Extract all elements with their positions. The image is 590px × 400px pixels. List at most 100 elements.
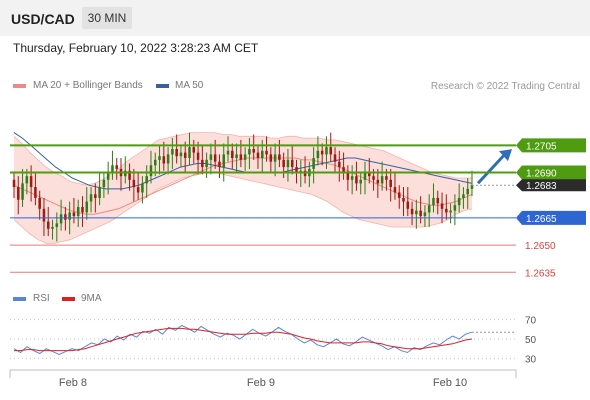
candle-body	[350, 176, 354, 180]
candle-body	[64, 214, 67, 220]
timeframe-button[interactable]: 30 MIN	[82, 7, 132, 29]
candle-body	[252, 148, 255, 153]
rsi-legend-swatch	[13, 297, 26, 301]
candle-body	[59, 214, 63, 224]
candle-body	[342, 167, 345, 173]
candle-body	[359, 179, 362, 184]
candle-body	[196, 152, 200, 160]
rsi-9ma-line	[14, 327, 473, 352]
datetime-label: Thursday, February 10, 2022 3:28:23 AM C…	[13, 41, 259, 55]
candle-body	[419, 210, 422, 217]
candle-body	[449, 210, 452, 213]
candle-body	[17, 187, 20, 200]
candle-body	[385, 176, 388, 180]
candle-body	[46, 221, 50, 229]
candle-body	[235, 154, 238, 159]
candle-body	[38, 197, 41, 209]
time-tick-Feb-9: Feb 9	[247, 377, 275, 389]
candle-body	[410, 208, 414, 215]
bollinger-band-fill	[14, 132, 472, 244]
candle-body	[256, 152, 260, 159]
candle-body	[248, 148, 251, 155]
candle-body	[132, 179, 136, 188]
candle-body	[338, 161, 341, 168]
candle-body	[222, 154, 226, 168]
level-tag-1.2705	[516, 138, 586, 153]
candle-body	[269, 154, 273, 162]
ma9-legend-swatch	[62, 297, 75, 301]
time-axis: Feb 8 Feb 9 Feb 10	[9, 369, 517, 389]
candle-body	[81, 207, 84, 213]
candle-body	[290, 159, 294, 168]
candle-body	[55, 223, 59, 227]
candle-body	[265, 150, 268, 155]
candle-body	[389, 179, 392, 188]
candle-body	[278, 154, 281, 160]
candle-body	[367, 172, 371, 177]
candle-body	[355, 176, 358, 184]
bollinger-legend-swatch	[13, 84, 26, 88]
candle-body	[282, 159, 285, 168]
ma50-legend-swatch	[156, 84, 169, 88]
candle-body	[128, 170, 131, 180]
level-label-1.2705: 1.2705	[526, 141, 557, 152]
candle-body	[141, 183, 144, 193]
candle-body	[76, 207, 80, 217]
candle-body	[427, 205, 431, 213]
candle-body	[21, 183, 24, 200]
rsi-tick-70: 70	[525, 316, 537, 327]
rsi-legend-label: RSI	[33, 293, 50, 304]
candle-body	[89, 194, 93, 202]
candle-body	[218, 161, 221, 168]
candle-body	[29, 176, 33, 188]
candle-body	[213, 154, 217, 162]
candle-body	[231, 150, 234, 159]
candle-body	[243, 154, 247, 160]
candle-body	[457, 197, 461, 206]
candle-body	[333, 154, 337, 162]
forecast-arrow-shaft	[476, 152, 508, 185]
candle-body	[136, 187, 140, 193]
candle-body	[415, 210, 418, 215]
candle-body	[98, 187, 101, 198]
candle-body	[34, 187, 37, 198]
candle-body	[85, 201, 89, 213]
header-bar: USD/CAD 30 MIN	[0, 0, 590, 36]
candle-body	[102, 179, 106, 188]
candle-body	[68, 212, 71, 220]
candle-body	[115, 165, 119, 169]
level-tag-1.2665	[516, 210, 586, 225]
candle-body	[94, 194, 97, 198]
candle-body	[192, 147, 196, 153]
candle-body	[149, 165, 153, 177]
candle-body	[432, 197, 435, 206]
rsi-line	[13, 324, 473, 356]
credit-label: Research © 2022 Trading Central	[430, 81, 580, 92]
candle-body	[325, 147, 328, 155]
symbol-label: USD/CAD	[11, 11, 75, 27]
rsi-panel: 70 50 30	[10, 316, 537, 365]
candle-body	[295, 167, 298, 173]
candle-body	[406, 201, 410, 209]
candle-body	[158, 156, 161, 160]
candle-body	[42, 208, 46, 222]
candle-body	[393, 187, 397, 193]
candle-body	[106, 172, 110, 180]
candle-body	[153, 159, 157, 166]
forecast-arrow-head	[499, 149, 512, 162]
candle-body	[226, 150, 230, 155]
candle-body	[205, 159, 208, 168]
ma50-legend-label: MA 50	[175, 80, 204, 91]
ma9-legend-label: 9MA	[81, 293, 102, 304]
candle-body	[436, 197, 440, 204]
candle-body	[162, 156, 166, 164]
candle-body	[188, 147, 191, 159]
candle-body	[440, 203, 444, 209]
level-label-1.2650: 1.2650	[525, 241, 556, 252]
candle-body	[329, 147, 333, 155]
candle-body	[372, 176, 375, 180]
candle-body	[363, 172, 367, 180]
candle-body	[201, 159, 204, 168]
candle-body	[273, 154, 277, 162]
